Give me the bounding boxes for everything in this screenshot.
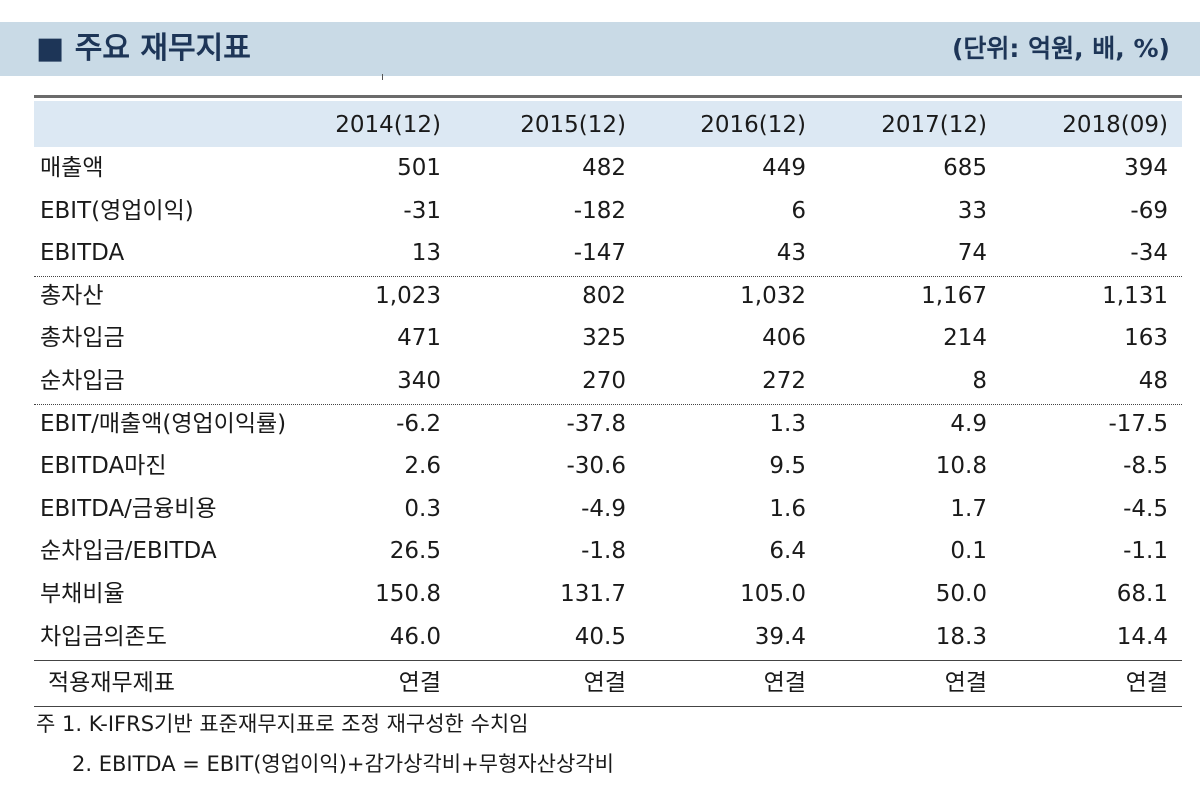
cell: 1,131 [1102,282,1168,309]
cell: -6.2 [396,410,441,437]
cell: 270 [582,368,626,394]
row-label: 총차입금 [40,325,125,352]
footnote: 2. EBITDA = EBIT(영업이익)+감가상각비+무형자산상각비 [72,752,614,776]
cell: 340 [397,368,441,394]
cell: 150.8 [375,581,441,607]
cell: 0.3 [404,495,441,522]
cell: -31 [403,197,441,224]
cell: 1.3 [769,410,806,437]
cell: 449 [762,155,806,181]
separator [34,403,1182,405]
cell: -8.5 [1123,453,1168,480]
cell: 214 [943,325,987,352]
unit: (단위: 억원, 배, %) [951,34,1170,63]
cell: 연결 [944,670,987,697]
cell: 6 [791,197,806,224]
cell: 26.5 [389,538,441,565]
cell: 685 [943,155,987,181]
cell: 1.6 [769,495,806,522]
cell: 33 [957,197,987,224]
column-header: 2018(09) [1062,112,1168,138]
row-label: EBITDA/금융비용 [40,495,217,522]
cell: -1.1 [1123,538,1168,565]
cell: 연결 [1125,670,1168,697]
bottom-rule [34,705,1182,707]
column-header: 2016(12) [700,112,806,138]
cell: 46.0 [389,623,441,650]
cell: 39.4 [754,623,806,650]
row-label: EBIT/매출액(영업이익률) [40,410,287,437]
cell: 13 [411,240,441,267]
cell: 50.0 [935,581,987,607]
cell: 272 [762,368,806,394]
top-rule [34,95,1182,98]
row-label: 부채비율 [40,581,125,607]
row-label: EBITDA마진 [40,453,167,480]
row-label: 순차입금 [40,368,125,394]
cell: 68.1 [1116,581,1168,607]
cell: 163 [1124,325,1168,352]
cell: 1,032 [740,282,806,309]
cell: 394 [1124,155,1168,181]
column-header: 2014(12) [335,112,441,138]
cell: 1.7 [950,495,987,522]
cell: 0.1 [950,538,987,565]
header-row-bg [34,101,1182,147]
footnote: 주 1. K-IFRS기반 표준재무지표로 조정 재구성한 수치임 [36,712,529,736]
cell: -69 [1130,197,1168,224]
cell: 4.9 [950,410,987,437]
cell: 10.8 [935,453,987,480]
cell: 802 [582,282,626,309]
cell: -4.9 [581,495,626,522]
cell: 6.4 [769,538,806,565]
cell: 131.7 [560,581,626,607]
cell: 연결 [763,670,806,697]
header-bar [0,22,1200,76]
cell: 325 [582,325,626,352]
cell: 74 [957,240,987,267]
separator [34,660,1182,662]
cell: 14.4 [1116,623,1168,650]
cell: -17.5 [1108,410,1168,437]
cell: -34 [1130,240,1168,267]
row-label: 적용재무제표 [48,670,175,697]
cell: 482 [582,155,626,181]
cell: 1,023 [375,282,441,309]
row-label: 총자산 [40,282,104,309]
cell: 406 [762,325,806,352]
column-header: 2015(12) [520,112,626,138]
cell: -182 [573,197,626,224]
separator [34,275,1182,277]
cell: 연결 [583,670,626,697]
row-label: 순차입금/EBITDA [40,538,217,565]
title: ■ 주요 재무지표 [36,31,251,66]
row-label: 매출액 [40,155,104,181]
row-label: EBIT(영업이익) [40,197,194,224]
cell: -4.5 [1123,495,1168,522]
cell: 48 [1138,368,1168,394]
cell: 8 [972,368,987,394]
cell: -1.8 [581,538,626,565]
row-label: EBITDA [40,240,125,267]
cell: -147 [573,240,626,267]
column-header: 2017(12) [881,112,987,138]
cell: 43 [776,240,806,267]
cell: 40.5 [574,623,626,650]
cell: -30.6 [566,453,626,480]
row-label: 차입금의존도 [40,623,167,650]
tick [382,74,383,80]
cell: 471 [397,325,441,352]
cell: 1,167 [921,282,987,309]
cell: 2.6 [404,453,441,480]
cell: 105.0 [740,581,806,607]
cell: 연결 [398,670,441,697]
cell: -37.8 [566,410,626,437]
cell: 501 [397,155,441,181]
cell: 18.3 [935,623,987,650]
cell: 9.5 [769,453,806,480]
